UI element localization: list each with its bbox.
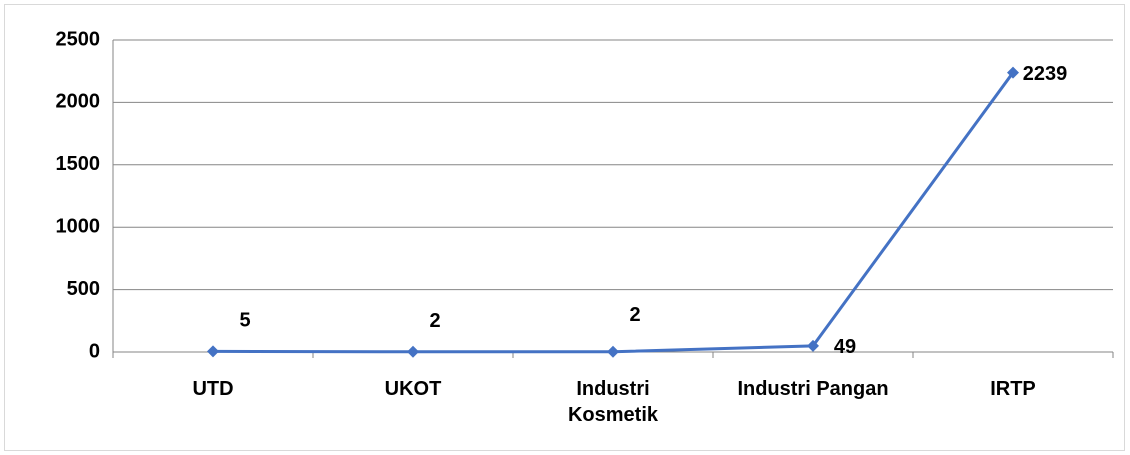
x-tick-label: IRTP [990,378,1036,400]
chart-border [4,4,1125,451]
y-tick-label: 2500 [56,28,101,50]
marker [407,345,419,358]
x-tick-label: UTD [192,378,234,400]
x-tick-label: UKOT [384,378,442,400]
data-label: 2239 [1023,63,1068,85]
x-tick-label: Industri Pangan [737,378,889,400]
y-tick-label: 1000 [56,215,101,237]
marker [607,345,619,358]
y-tick-label: 500 [67,278,100,300]
line-series [212,71,1015,354]
y-tick-label: 1500 [56,153,101,175]
y-tick-label: 0 [89,340,100,362]
data-label: 49 [834,336,856,358]
data-label: 5 [239,310,250,332]
marker [807,339,819,352]
data-label: 2 [429,310,440,332]
data-label: 2 [629,304,640,326]
marker [1007,66,1019,79]
y-tick-label: 2000 [56,91,101,113]
marker [207,345,219,358]
x-tick-label: Industri Kosmetik [567,378,659,426]
